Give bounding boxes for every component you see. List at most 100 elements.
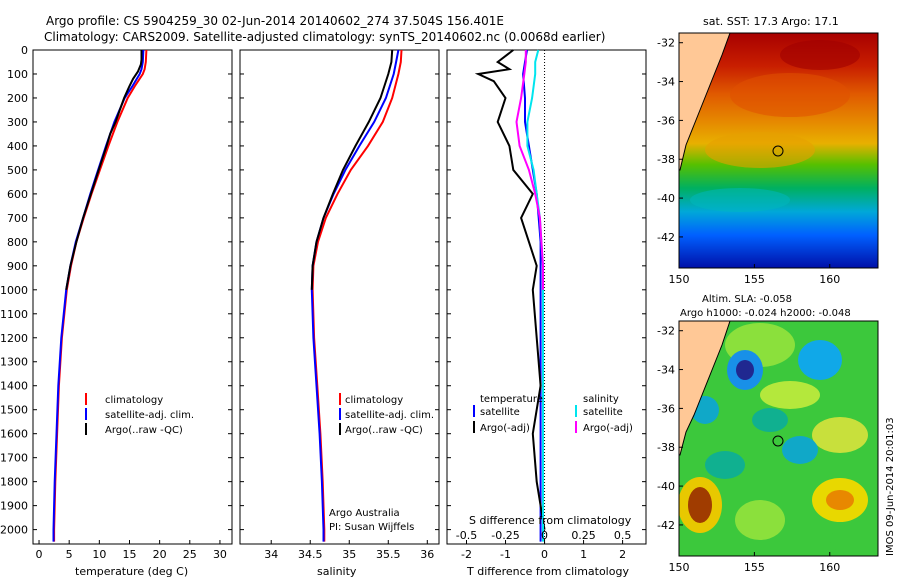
map-y-tick-label: -34 [657, 76, 675, 89]
sla-map: Altim. SLA: -0.058 Argo h1000: -0.024 h2… [657, 294, 879, 574]
difference-legend: temperature salinity satellite Argo(-adj… [473, 394, 633, 434]
sst-map-title: sat. SST: 17.3 Argo: 17.1 [703, 15, 839, 28]
s-tick-label: -0.5 [456, 529, 477, 542]
map-y-tick-label: -38 [657, 153, 675, 166]
s-tick-label: 0 [541, 529, 548, 542]
title-line-1: Argo profile: CS 5904259_30 02-Jun-2014 … [46, 14, 504, 28]
map-y-tick-label: -42 [657, 231, 675, 244]
x-tick-label: 15 [122, 548, 136, 561]
imos-timestamp: IMOS 09-Jun-2014 20:01:03 [885, 417, 896, 556]
legend-sal-satellite: satellite [583, 407, 623, 418]
legend-satellite-adj: satellite-adj. clim. [105, 410, 194, 421]
x-tick-label: 0 [541, 548, 548, 561]
x-tick-label: 35 [342, 548, 356, 561]
s-difference-x-label: S difference from climatology [469, 514, 632, 527]
argo-australia-note: Argo Australia [329, 508, 400, 519]
x-tick-label: -2 [461, 548, 472, 561]
depth-tick-label: 700 [7, 212, 28, 225]
depth-tick-label: 1000 [0, 284, 28, 297]
x-tick-label: 25 [183, 548, 197, 561]
map-y-tick-label: -36 [657, 114, 675, 127]
salinity-x-label: salinity [317, 565, 357, 578]
legend-header-salinity: salinity [583, 394, 619, 405]
s-difference-x-ticks: -0.5 -0.25 0 0.25 0.5 [456, 529, 632, 542]
sla-map-title-1: Altim. SLA: -0.058 [702, 294, 792, 305]
series-temperature-argo-adj- [474, 49, 546, 530]
x-tick-label: 35.5 [376, 548, 401, 561]
map-y-tick-label: -40 [657, 480, 675, 493]
depth-tick-label: 2000 [0, 524, 28, 537]
argo-position-marker [772, 435, 784, 447]
temperature-x-label: temperature (deg C) [75, 565, 188, 578]
x-tick-label: 36 [420, 548, 434, 561]
legend-sal-argo: Argo(-adj) [583, 423, 633, 434]
depth-tick-label: 1300 [0, 356, 28, 369]
depth-tick-label: 300 [7, 116, 28, 129]
depth-tick-label: 900 [7, 260, 28, 273]
salinity-lines [310, 49, 403, 542]
map-y-tick-label: -40 [657, 192, 675, 205]
temperature-plot-frame [32, 49, 233, 545]
depth-tick-label: 1400 [0, 380, 28, 393]
depth-tick-label: 1600 [0, 428, 28, 441]
map-x-tick-label: 160 [819, 273, 840, 286]
depth-tick-label: 1800 [0, 476, 28, 489]
depth-tick-label: 1500 [0, 404, 28, 417]
sst-map: sat. SST: 17.3 Argo: 17.1 150 155 160 -32 -3… [657, 15, 879, 286]
legend-argo: Argo(..raw -QC) [345, 425, 423, 436]
temperature-legend: climatology satellite-adj. clim. Argo(..… [85, 393, 194, 436]
map-x-tick-label: 150 [669, 561, 690, 574]
map-y-tick-label: -38 [657, 441, 675, 454]
x-tick-label: 5 [66, 548, 73, 561]
x-tick-label: 0 [36, 548, 43, 561]
x-tick-label: 30 [213, 548, 227, 561]
depth-tick-label: 1200 [0, 332, 28, 345]
map-y-tick-label: -42 [657, 519, 675, 532]
legend-header-temperature: temperature [480, 394, 543, 405]
pi-note: PI: Susan Wijffels [329, 522, 414, 533]
map-x-tick-label: 150 [669, 273, 690, 286]
depth-tick-label: 500 [7, 164, 28, 177]
map-y-tick-label: -32 [657, 325, 675, 338]
depth-tick-label: 1700 [0, 452, 28, 465]
legend-climatology: climatology [345, 395, 403, 406]
map-x-tick-label: 155 [744, 273, 765, 286]
t-difference-x-ticks: -2 -1 0 1 2 [461, 540, 626, 561]
x-tick-label: 1 [580, 548, 587, 561]
series-argo-raw-qc- [310, 49, 394, 290]
x-tick-label: 20 [153, 548, 167, 561]
temperature-x-ticks: 0 5 10 15 20 25 30 [36, 540, 227, 561]
difference-plot-frame [446, 49, 647, 545]
map-y-tick-label: -34 [657, 364, 675, 377]
x-tick-label: -1 [500, 548, 511, 561]
s-tick-label: -0.25 [491, 529, 519, 542]
x-tick-label: 10 [92, 548, 106, 561]
temperature-lines [52, 49, 148, 542]
map-y-tick-label: -32 [657, 37, 675, 50]
argo-position-marker [772, 145, 784, 157]
map-y-tick-label: -36 [657, 402, 675, 415]
depth-tick-label: 400 [7, 140, 28, 153]
legend-temp-satellite: satellite [480, 407, 520, 418]
sla-map-ticks: 150 155 160 -32 -34 -36 -38 -40 -42 [657, 325, 840, 574]
s-tick-label: 0.25 [571, 529, 596, 542]
legend-temp-argo: Argo(-adj) [480, 423, 530, 434]
salinity-x-ticks: 34 34.5 35 35.5 36 [264, 540, 434, 561]
depth-tick-label: 200 [7, 92, 28, 105]
difference-lines [474, 49, 546, 544]
legend-argo: Argo(..raw -QC) [105, 425, 183, 436]
t-difference-x-label: T difference from climatology [466, 565, 629, 578]
depth-tick-label: 800 [7, 236, 28, 249]
sla-map-title-2: Argo h1000: -0.024 h2000: -0.048 [680, 308, 851, 319]
x-tick-label: 2 [619, 548, 626, 561]
legend-satellite-adj: satellite-adj. clim. [345, 410, 434, 421]
salinity-legend: climatology satellite-adj. clim. Argo(..… [329, 393, 434, 533]
s-tick-label: 0.5 [614, 529, 632, 542]
salinity-plot-frame [239, 49, 440, 545]
depth-tick-label: 0 [21, 44, 28, 57]
depth-tick-label: 1900 [0, 500, 28, 513]
x-tick-label: 34 [264, 548, 278, 561]
depth-tick-label: 1100 [0, 308, 28, 321]
sst-map-ticks: 150 155 160 -32 -34 -36 -38 -40 -42 [657, 37, 840, 286]
